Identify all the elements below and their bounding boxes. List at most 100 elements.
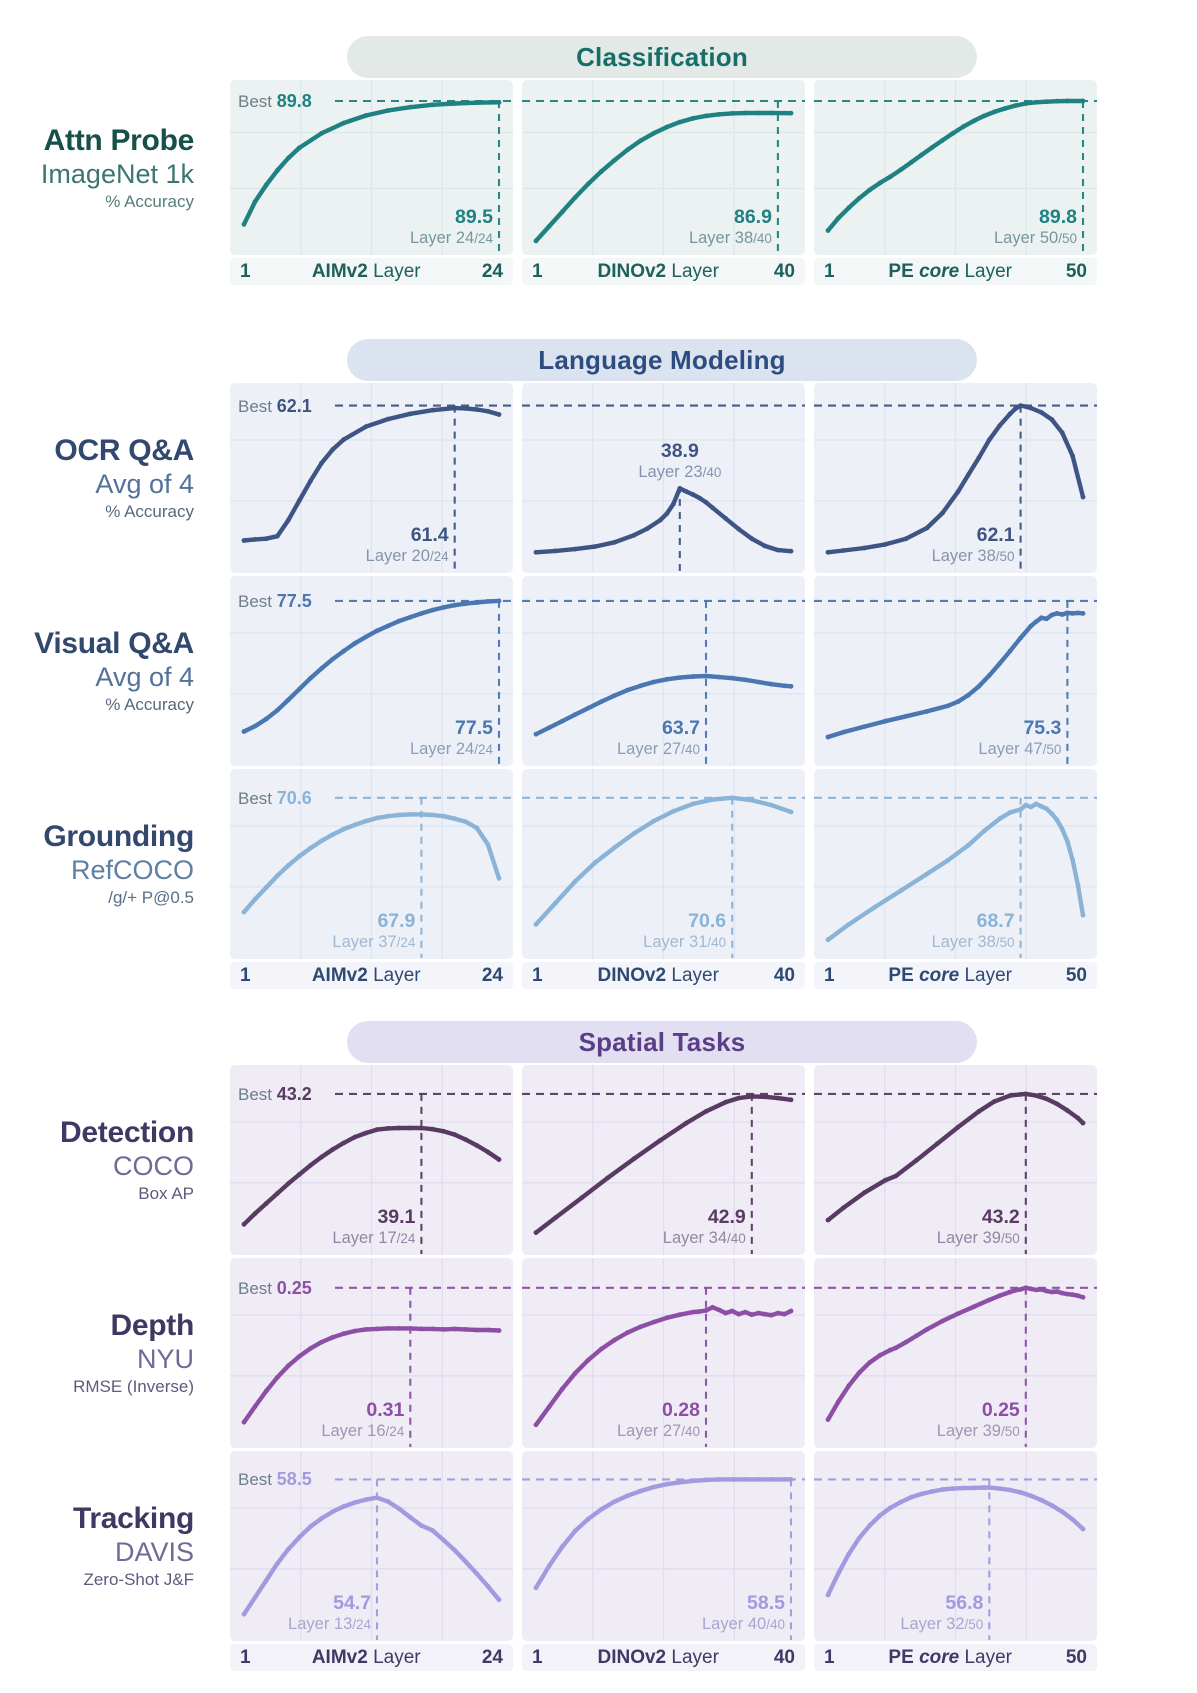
xaxis-layer-word: Layer	[959, 1646, 1013, 1668]
section-header-pill-spatial-tasks: Spatial Tasks	[347, 1021, 977, 1063]
series-curve	[241, 1495, 502, 1617]
annotation-layer: Layer 23/40	[585, 463, 775, 482]
xaxis-model-label: PE core Layer	[888, 965, 1012, 987]
section-classification: Classification Attn Probe ImageNet 1k% Acc…	[0, 36, 1197, 285]
annotation-value: 67.9	[377, 909, 416, 932]
annotation-layer-number: Layer 24	[410, 739, 475, 758]
xaxis-model-name: PE	[888, 260, 914, 282]
line-chart-ocr-qa-0	[230, 383, 513, 573]
annotation-value: 89.8	[1039, 205, 1077, 228]
annotation-tracking-0: 54.7 Layer 13/24	[288, 1592, 371, 1634]
xaxis-model-name-italic: core	[919, 1646, 960, 1668]
best-value-label: Best 70.6	[238, 786, 312, 811]
annotation-value: 43.2	[981, 1205, 1020, 1228]
annotation-value: 58.5	[747, 1591, 785, 1614]
panel-ocr-qa-1: 38.9 Layer 23/40	[522, 383, 805, 573]
xaxis-col-spatial-tasks-2: 1 PE core Layer 50	[814, 1644, 1097, 1671]
xaxis-model-name-italic: core	[919, 964, 960, 986]
line-chart-tracking-2	[814, 1451, 1097, 1641]
row-unit-ocr-qa: % Accuracy	[105, 502, 194, 521]
xaxis-max-label: 40	[773, 1646, 795, 1668]
panel-grounding-0: Best 70.6 67.9 Layer 37/24	[230, 769, 513, 959]
annotation-grounding-1: 70.6 Layer 31/40	[643, 910, 726, 952]
annotation-grounding-2: 68.7 Layer 38/50	[932, 910, 1015, 952]
annotation-layer: Layer 38/40	[689, 229, 772, 248]
section-xaxis-language-modeling: 1 AIMv2 Layer 24 1 DINOv2 Layer 40 1 PE core La…	[230, 962, 1197, 989]
row-subtitle-tracking: DAVIS	[114, 1537, 194, 1567]
xaxis-col-language-modeling-2: 1 PE core Layer 50	[814, 962, 1097, 989]
row-subtitle-ocr-qa: Avg of 4	[95, 469, 194, 499]
row-subtitle-detection: COCO	[113, 1151, 194, 1181]
annotation-layer: Layer 24/24	[410, 740, 493, 759]
xaxis-model-name: PE	[888, 1646, 914, 1668]
annotation-layer-denominator: /24	[474, 741, 493, 757]
line-chart-grounding-1	[522, 769, 805, 959]
section-xaxis-classification: 1 AIMv2 Layer 24 1 DINOv2 Layer 40 1 PE core La…	[230, 258, 1197, 285]
annotation-layer-denominator: /24	[429, 548, 449, 564]
best-value-label: Best 0.25	[238, 1276, 312, 1301]
xaxis-min-label: 1	[240, 964, 251, 986]
annotation-layer-denominator: /50	[995, 548, 1015, 564]
panel-visual-qa-0: Best 77.5 77.5 Layer 24/24	[230, 576, 513, 766]
row-labels-detection: Detection COCO Box AP	[0, 1065, 224, 1255]
line-chart-detection-2	[814, 1065, 1097, 1255]
line-chart-tracking-1	[522, 1451, 805, 1641]
xaxis-model-name: AIMv2	[311, 964, 368, 986]
panel-tracking-2: 56.8 Layer 32/50	[814, 1451, 1097, 1641]
annotation-layer: Layer 38/50	[932, 547, 1015, 566]
annotation-layer-number: Layer 27	[617, 1421, 682, 1440]
line-chart-attn-probe-2	[814, 80, 1097, 255]
xaxis-layer-word: Layer	[666, 1646, 719, 1668]
annotation-detection-0: 39.1 Layer 17/24	[332, 1206, 415, 1248]
best-number: 58.5	[276, 1469, 312, 1490]
annotation-value: 0.25	[981, 1398, 1020, 1421]
annotation-value: 56.8	[945, 1591, 984, 1614]
annotation-value: 0.31	[366, 1398, 405, 1421]
xaxis-min-label: 1	[532, 1646, 543, 1668]
xaxis-model-label: AIMv2 Layer	[312, 965, 421, 987]
annotation-layer-number: Layer 31	[643, 932, 708, 951]
panel-detection-2: 43.2 Layer 39/50	[814, 1065, 1097, 1255]
row-title-visual-qa: Visual Q&A	[34, 627, 194, 660]
row-unit-detection: Box AP	[138, 1184, 194, 1203]
xaxis-min-label: 1	[240, 1646, 251, 1668]
annotation-ocr-qa-2: 62.1 Layer 38/50	[932, 524, 1015, 566]
xaxis-min-label: 1	[532, 260, 543, 282]
annotation-layer-number: Layer 50	[994, 228, 1059, 247]
annotation-layer-number: Layer 40	[702, 1614, 767, 1633]
row-labels-attn-probe: Attn Probe ImageNet 1k% Accuracy	[0, 80, 224, 255]
annotation-layer-denominator: /24	[396, 934, 416, 950]
row-panels-visual-qa: Best 77.5 77.5 Layer 24/24 63.7 Layer 27/40 7…	[230, 576, 1097, 766]
panel-tracking-0: Best 58.5 54.7 Layer 13/24	[230, 1451, 513, 1641]
annotation-value: 39.1	[377, 1205, 416, 1228]
panel-ocr-qa-2: 62.1 Layer 38/50	[814, 383, 1097, 573]
annotation-layer-denominator: /24	[352, 1616, 372, 1632]
row-panels-grounding: Best 70.6 67.9 Layer 37/24 70.6 Layer 31/40 6…	[230, 769, 1097, 959]
annotation-layer: Layer 20/24	[366, 547, 449, 566]
row-title-tracking: Tracking	[73, 1502, 194, 1535]
annotation-layer-denominator: /40	[681, 741, 700, 757]
xaxis-max-label: 24	[481, 260, 503, 282]
annotation-depth-0: 0.31 Layer 16/24	[321, 1399, 404, 1441]
annotation-layer-number: Layer 37	[332, 932, 397, 951]
xaxis-model-name: DINOv2	[597, 260, 667, 282]
row-labels-ocr-qa: OCR Q&A Avg of 4 % Accuracy	[0, 383, 224, 573]
row-subtitle-attn-probe: ImageNet 1k	[40, 158, 194, 189]
annotation-layer: Layer 34/40	[663, 1229, 746, 1248]
section-title: Spatial Tasks	[578, 1026, 746, 1057]
section-language-modeling: Language Modeling OCR Q&A Avg of 4% Accura…	[0, 339, 1197, 989]
line-chart-depth-0	[230, 1258, 513, 1448]
annotation-value: 38.9	[660, 440, 699, 462]
row-subtitle-visual-qa: Avg of 4	[95, 662, 194, 692]
row-panels-attn-probe: Best 89.8 89.5 Layer 24/24 86.9 Layer 38/40 8…	[230, 80, 1097, 255]
best-value-label: Best 58.5	[238, 1467, 312, 1492]
annotation-grounding-0: 67.9 Layer 37/24	[332, 910, 415, 952]
section-rows-spatial-tasks: Detection COCO Box AP Best 43.2 39.1 Layer 17…	[0, 1065, 1197, 1641]
xaxis-max-label: 24	[481, 964, 503, 986]
xaxis-col-classification-1: 1 DINOv2 Layer 40	[522, 258, 805, 285]
xaxis-model-label: AIMv2 Layer	[312, 1647, 421, 1669]
row-grounding: Grounding RefCOCO/g/+ P@0.5 Best 70.6 67.9 L…	[0, 769, 1197, 959]
xaxis-col-classification-0: 1 AIMv2 Layer 24	[230, 258, 513, 285]
row-labels-depth: Depth NYU RMSE (Inverse)	[0, 1258, 224, 1448]
annotation-layer: Layer 17/24	[332, 1229, 415, 1248]
